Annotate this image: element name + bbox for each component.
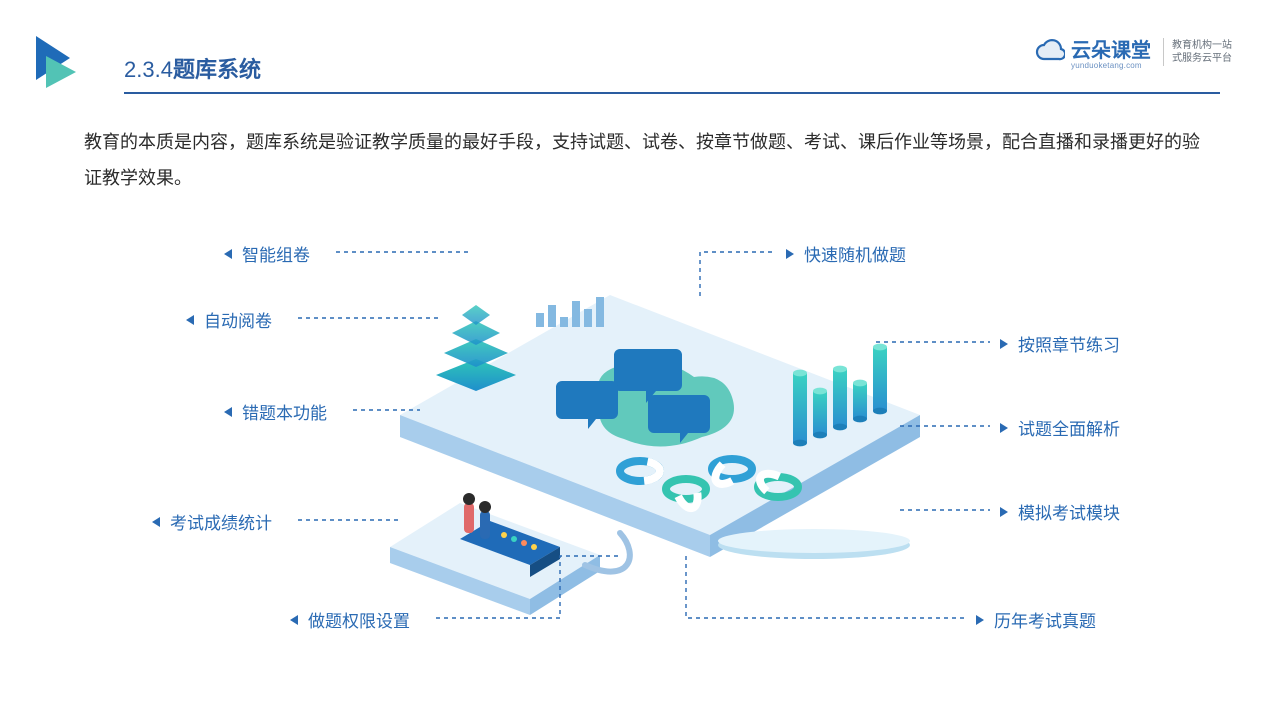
- feature-left-0: 智能组卷: [224, 241, 310, 266]
- arrow-left-icon: [290, 615, 298, 625]
- arrow-left-icon: [152, 517, 160, 527]
- feature-label: 快速随机做题: [804, 241, 906, 266]
- feature-label: 考试成绩统计: [170, 509, 272, 534]
- feature-left-4: 做题权限设置: [290, 607, 410, 632]
- feature-right-2: 试题全面解析: [1000, 415, 1120, 440]
- feature-right-4: 历年考试真题: [976, 607, 1096, 632]
- feature-diagram: 智能组卷 自动阅卷 错题本功能 考试成绩统计 做题权限设置 快速随机做题 按照章…: [0, 225, 1280, 720]
- arrow-right-icon: [1000, 339, 1008, 349]
- arrow-left-icon: [186, 315, 194, 325]
- feature-left-2: 错题本功能: [224, 399, 327, 424]
- feature-left-3: 考试成绩统计: [152, 509, 272, 534]
- arrow-left-icon: [224, 407, 232, 417]
- heading-number: 2.3.4: [124, 57, 173, 82]
- feature-label: 历年考试真题: [994, 607, 1096, 632]
- arrow-right-icon: [1000, 423, 1008, 433]
- arrow-right-icon: [976, 615, 984, 625]
- arrow-right-icon: [1000, 507, 1008, 517]
- feature-label: 按照章节练习: [1018, 331, 1120, 356]
- figure-person-1: [463, 493, 475, 533]
- feature-label: 错题本功能: [242, 399, 327, 424]
- feature-right-0: 快速随机做题: [786, 241, 906, 266]
- heading-title: 题库系统: [173, 57, 261, 82]
- feature-right-3: 模拟考试模块: [1000, 499, 1120, 524]
- section-heading: 2.3.4题库系统: [124, 52, 1220, 94]
- feature-label: 模拟考试模块: [1018, 499, 1120, 524]
- feature-label: 智能组卷: [242, 241, 310, 266]
- figure-person-2: [479, 501, 491, 539]
- arrow-right-icon: [786, 249, 794, 259]
- isometric-illustration: [380, 255, 940, 635]
- feature-right-1: 按照章节练习: [1000, 331, 1120, 356]
- arrow-left-icon: [224, 249, 232, 259]
- intro-paragraph: 教育的本质是内容，题库系统是验证教学质量的最好手段，支持试题、试卷、按章节做题、…: [84, 124, 1200, 196]
- feature-label: 自动阅卷: [204, 307, 272, 332]
- heading-underline: [124, 92, 1220, 94]
- feature-label: 做题权限设置: [308, 607, 410, 632]
- feature-label: 试题全面解析: [1018, 415, 1120, 440]
- corner-arrow-logo: [36, 36, 84, 92]
- feature-left-1: 自动阅卷: [186, 307, 272, 332]
